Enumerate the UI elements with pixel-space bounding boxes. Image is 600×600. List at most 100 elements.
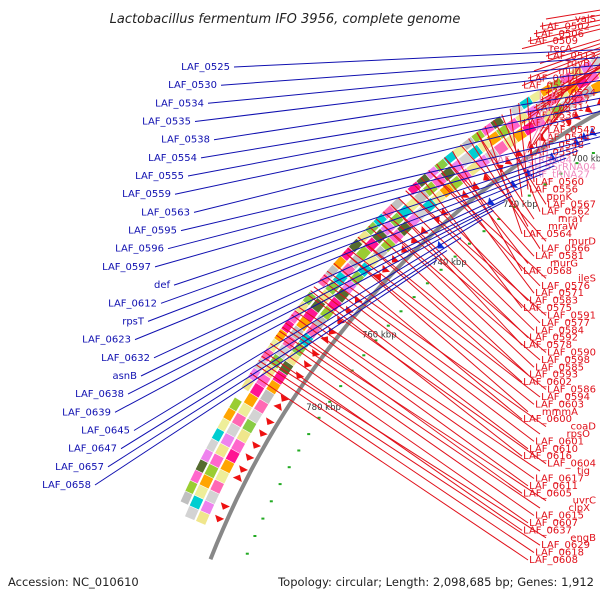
gene-label: LAF_0584: [535, 325, 584, 336]
label-leader-line: [476, 132, 535, 220]
gene-label: LAF_0525: [181, 62, 230, 73]
feature-block: [204, 463, 219, 479]
red-gene-arrow: [596, 97, 600, 106]
feature-block: [180, 491, 193, 505]
label-leader-line: [343, 251, 529, 413]
scale-dot: [287, 466, 291, 469]
gene-label: mraW: [548, 222, 578, 233]
scale-dot: [512, 206, 516, 209]
label-leader-line: [297, 306, 541, 472]
feature-block: [515, 111, 530, 126]
map-title: Lactobacillus fermentum IFO 3956, comple…: [110, 12, 461, 27]
gene-label: LAF_0645: [81, 426, 130, 437]
feature-block: [381, 205, 396, 219]
label-leader-line: [213, 80, 600, 141]
feature-block: [407, 181, 422, 195]
scale-dot: [482, 230, 486, 233]
feature-block: [539, 84, 554, 97]
feature-block: [272, 370, 287, 385]
label-leader-line: [533, 19, 600, 35]
feature-block: [226, 422, 241, 438]
summary-text: Topology: circular; Length: 2,098,685 bp…: [277, 575, 594, 589]
gene-label: LAF_0531: [535, 103, 584, 114]
gene-label: LAF_0585: [535, 362, 584, 373]
gene-label: rpsO: [566, 429, 590, 440]
feature-block: [505, 117, 521, 133]
feature-block: [225, 448, 240, 464]
dotted-scale-ring: [245, 152, 595, 555]
label-leader-line: [420, 176, 523, 309]
feature-block: [223, 407, 236, 422]
label-leader-line: [313, 286, 529, 450]
feature-block: [327, 296, 342, 312]
gene-label: LAF_0610: [529, 444, 578, 455]
label-leader-line: [276, 334, 535, 516]
feature-block: [466, 161, 481, 176]
feature-block: [590, 55, 600, 68]
red-gene-arrow: [215, 514, 225, 523]
scale-dot: [297, 449, 301, 452]
scale-dot: [307, 433, 311, 436]
gene-label: LAF_0601: [535, 436, 584, 447]
label-leader-line: [521, 53, 600, 87]
label-leader-line: [545, 71, 600, 131]
gene-label: LAF_0590: [547, 348, 596, 359]
red-gene-arrow: [382, 264, 390, 273]
right-gene-labels: valSLAF_0502LAF_0506LAF_0509recALAF_0513…: [250, 9, 600, 566]
label-leader-line: [200, 91, 600, 159]
scale-dot: [278, 483, 282, 486]
feature-block: [254, 357, 267, 372]
feature-block: [190, 469, 203, 484]
feature-block: [519, 96, 534, 110]
feature-block: [430, 190, 446, 206]
gene-label: LAF_0600: [523, 414, 572, 425]
gene-label: LAF_0593: [529, 370, 578, 381]
label-leader-line: [153, 184, 528, 359]
gene-label: LAF_0629: [541, 540, 590, 551]
gene-label: asnB: [112, 371, 137, 382]
gene-label: LAF_0598: [541, 355, 590, 366]
feature-block: [388, 212, 404, 228]
red-gene-arrow: [472, 181, 481, 190]
red-gene-arrow: [483, 172, 491, 181]
gene-label: murG: [550, 259, 578, 270]
label-leader-line: [94, 259, 437, 486]
gene-label: LAF_0555: [135, 171, 184, 182]
label-leader-line: [114, 209, 494, 413]
feature-block: [249, 382, 265, 398]
label-leader-line: [173, 150, 579, 286]
feature-block: [380, 220, 396, 236]
feature-block: [195, 459, 208, 473]
feature-block: [317, 289, 333, 304]
feature-block: [303, 307, 318, 322]
label-leader-line: [180, 132, 600, 232]
feature-block: [243, 392, 259, 408]
label-leader-line: [539, 14, 600, 27]
feature-block: [295, 300, 309, 315]
gene-label: LAF_0602: [523, 377, 572, 388]
red-gene-arrow: [355, 295, 363, 303]
gene-label: LAF_0542: [547, 125, 596, 136]
feature-block: [448, 175, 464, 191]
red-gene-arrow: [232, 474, 242, 482]
gene-label: coaD: [571, 422, 597, 433]
feature-block: [461, 136, 476, 150]
feature-block: [471, 129, 485, 143]
gene-label: LAF_0618: [535, 548, 584, 559]
scale-dot: [317, 416, 321, 419]
gene-label: mutL: [558, 66, 584, 77]
gene-label: LAF_5SrRNA04: [522, 162, 596, 173]
feature-block: [590, 80, 600, 95]
feature-block: [189, 495, 204, 510]
label-leader-line: [521, 28, 600, 50]
kbp-label: 760 kbp: [362, 330, 397, 340]
label-leader-line: [375, 218, 535, 368]
label-leader-line: [264, 351, 523, 531]
gene-label: murD: [568, 236, 596, 247]
red-gene-arrow: [259, 429, 268, 437]
label-leader-line: [428, 170, 541, 287]
gene-label: LAF_0632: [101, 353, 150, 364]
gene-label: recA: [550, 44, 573, 55]
label-leader-line: [194, 71, 600, 122]
gene-label: ileS: [578, 273, 596, 284]
